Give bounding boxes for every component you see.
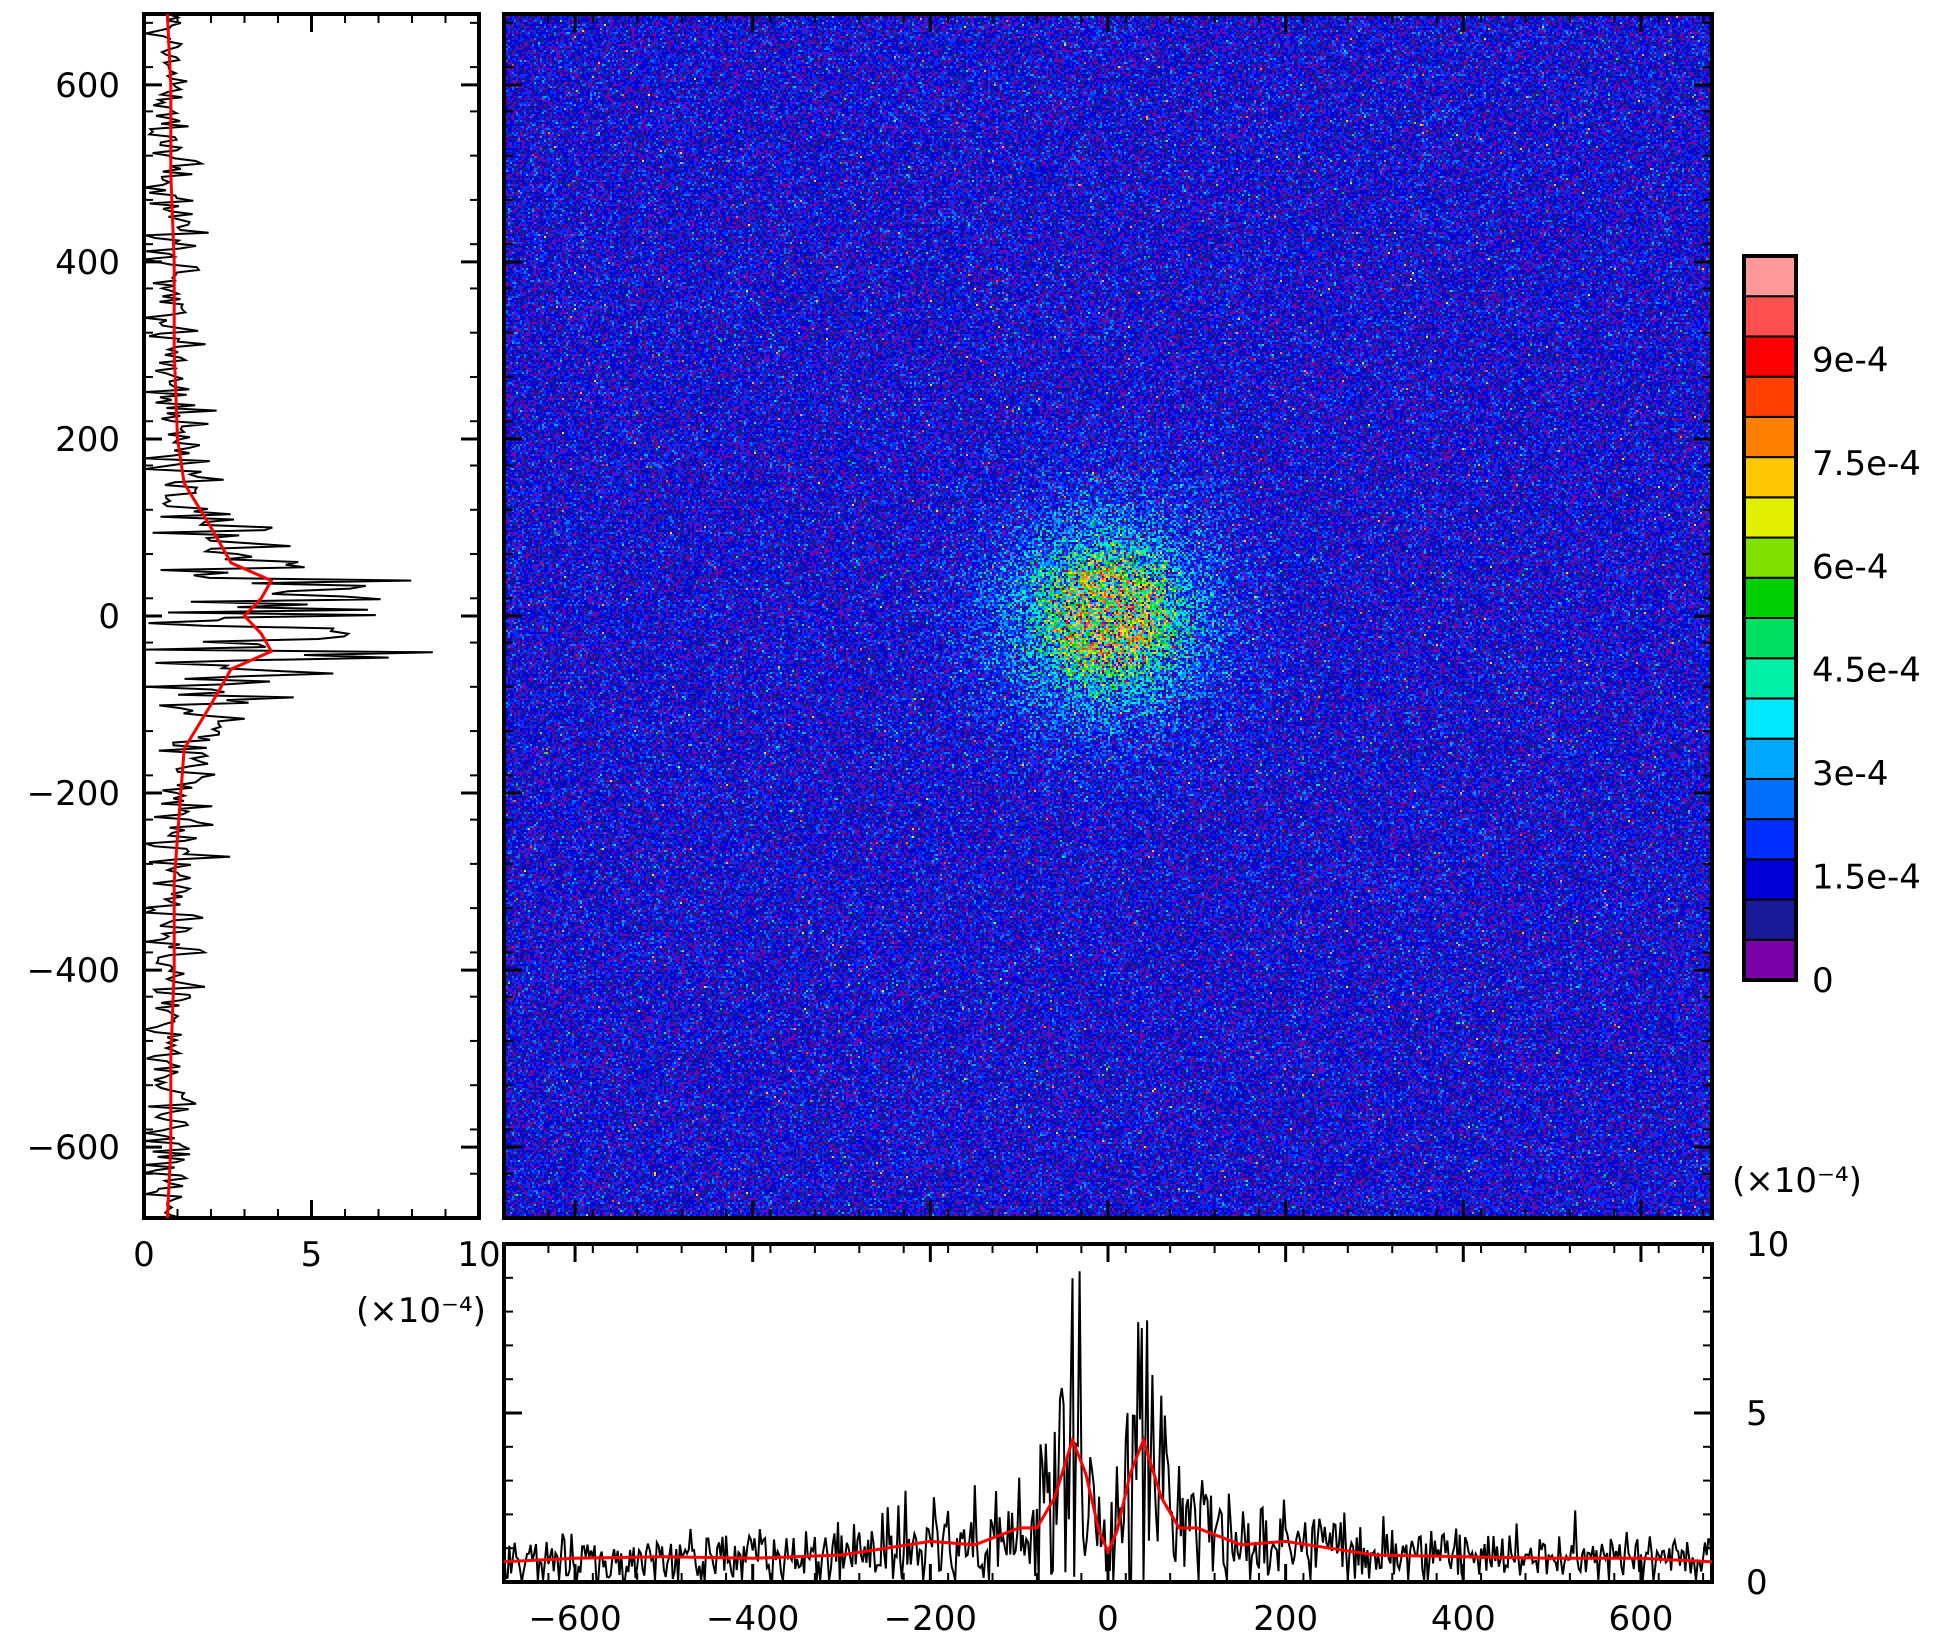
colorbar-level bbox=[1743, 617, 1797, 660]
colorbar-tick-label: 7.5e-4 bbox=[1812, 444, 1921, 484]
left-profile-raw-line bbox=[144, 13, 433, 1219]
left-profile-plot bbox=[144, 13, 433, 1219]
heatmap-panel bbox=[502, 12, 1714, 1220]
left-xtick-label: 5 bbox=[301, 1235, 323, 1275]
colorbar-level bbox=[1743, 576, 1797, 619]
left-ytick-label: 400 bbox=[55, 243, 120, 283]
colorbar-levels bbox=[1743, 255, 1797, 981]
heatmap-ticks bbox=[503, 14, 1712, 1219]
colorbar-level bbox=[1743, 657, 1797, 700]
colorbar-tick-label: 3e-4 bbox=[1812, 754, 1888, 794]
left-ytick-label: 0 bbox=[98, 597, 120, 637]
bottom-profile-multiplier: (×10⁻⁴) bbox=[1732, 1161, 1862, 1201]
colorbar: 0 1.5e-4 3e-4 4.5e-4 6e-4 7.5e-4 9e-4 bbox=[1742, 254, 1921, 1001]
left-xtick-label: 10 bbox=[457, 1235, 500, 1275]
bottom-profile-panel: −600 −400 −200 0 200 400 600 0 5 10 (×10⁻⁴) bbox=[502, 1161, 1862, 1639]
left-ytick-label: −200 bbox=[27, 774, 120, 814]
left-profile-multiplier: (×10⁻⁴) bbox=[356, 1291, 486, 1331]
colorbar-labels: 0 1.5e-4 3e-4 4.5e-4 6e-4 7.5e-4 9e-4 bbox=[1812, 340, 1921, 1001]
colorbar-level bbox=[1743, 496, 1797, 539]
bottom-xtick-label: 400 bbox=[1431, 1599, 1496, 1639]
bottom-profile-ticks: −600 −400 −200 0 200 400 600 0 5 10 bbox=[503, 1225, 1789, 1639]
colorbar-level bbox=[1743, 898, 1797, 941]
bottom-xtick-label: 600 bbox=[1608, 1599, 1673, 1639]
colorbar-tick-label: 9e-4 bbox=[1812, 340, 1888, 380]
colorbar-frame bbox=[1742, 254, 1798, 982]
left-profile-panel: −600 −400 −200 0 200 400 600 0 5 10 (×10⁻⁴) bbox=[27, 12, 501, 1331]
colorbar-level bbox=[1743, 777, 1797, 821]
left-ytick-label: 600 bbox=[55, 66, 120, 106]
left-profile-ticks: −600 −400 −200 0 200 400 600 0 5 10 bbox=[27, 14, 501, 1275]
colorbar-level bbox=[1743, 818, 1797, 861]
bottom-xtick-label: −600 bbox=[528, 1599, 621, 1639]
colorbar-level bbox=[1743, 737, 1797, 780]
bottom-ytick-label: 0 bbox=[1746, 1563, 1768, 1603]
left-ytick-label: −400 bbox=[27, 951, 120, 991]
bottom-ytick-label: 5 bbox=[1746, 1394, 1768, 1434]
left-ytick-label: −600 bbox=[27, 1128, 120, 1168]
bottom-profile-plot bbox=[503, 1271, 1713, 1583]
left-ytick-label: 200 bbox=[55, 420, 120, 460]
bottom-profile-smoothed-line bbox=[503, 1435, 1713, 1564]
colorbar-tick-label: 1.5e-4 bbox=[1812, 858, 1921, 898]
colorbar-level bbox=[1743, 375, 1797, 418]
colorbar-level bbox=[1743, 335, 1797, 378]
bottom-profile-frame bbox=[502, 1242, 1714, 1584]
bottom-xtick-label: −200 bbox=[884, 1599, 977, 1639]
bottom-ytick-label: 10 bbox=[1746, 1225, 1789, 1265]
bottom-xtick-label: −400 bbox=[706, 1599, 799, 1639]
colorbar-level bbox=[1743, 938, 1797, 981]
left-profile-smoothed-line bbox=[165, 13, 274, 1219]
colorbar-level bbox=[1743, 255, 1797, 298]
colorbar-level bbox=[1743, 858, 1797, 901]
colorbar-tick-label: 6e-4 bbox=[1812, 547, 1888, 587]
bottom-xtick-label: 200 bbox=[1253, 1599, 1318, 1639]
colorbar-level bbox=[1743, 456, 1797, 499]
colorbar-level bbox=[1743, 415, 1797, 459]
colorbar-level bbox=[1743, 536, 1797, 579]
left-xtick-label: 0 bbox=[133, 1235, 155, 1275]
bottom-xtick-label: 0 bbox=[1097, 1599, 1119, 1639]
colorbar-tick-label: 0 bbox=[1812, 961, 1834, 1001]
colorbar-level bbox=[1743, 697, 1797, 740]
colorbar-level bbox=[1743, 295, 1797, 338]
colorbar-tick-label: 4.5e-4 bbox=[1812, 651, 1921, 691]
heatmap-canvas-holder bbox=[504, 14, 1712, 1218]
heatmap-image bbox=[504, 14, 1712, 1218]
